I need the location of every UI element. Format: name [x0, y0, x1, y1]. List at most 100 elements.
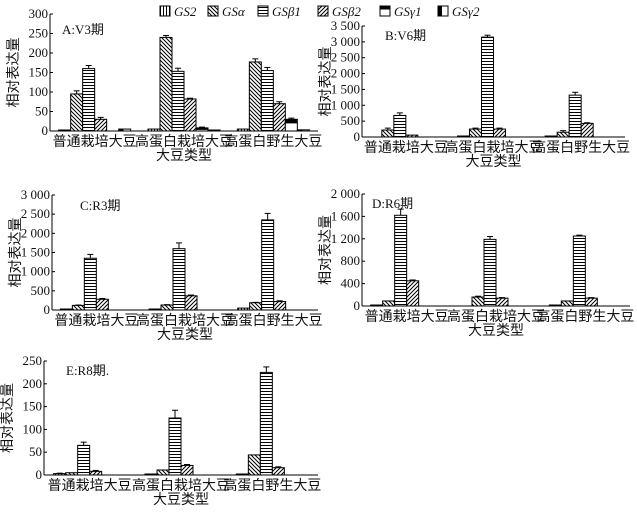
- y-tick-label: 100: [23, 421, 43, 436]
- x-tick-label: 高蛋白栽培大豆: [132, 477, 230, 494]
- bar: [118, 128, 132, 132]
- bar: [89, 469, 103, 476]
- legend-item: GSγ2: [437, 4, 480, 19]
- legend-label: GSβ2: [332, 4, 361, 19]
- bar: [171, 67, 185, 132]
- bar: [406, 279, 420, 307]
- bar: [94, 116, 108, 132]
- y-tick-label: 1 000: [331, 97, 360, 112]
- y-tick-label: 1 500: [21, 245, 50, 260]
- y-tick-label: 1 200: [331, 231, 360, 246]
- legend-swatch: [317, 5, 329, 17]
- y-tick-label: 2 000: [331, 186, 360, 201]
- y-tick-label: 2 000: [21, 225, 50, 240]
- bar: [381, 127, 395, 138]
- y-tick-label: 3 500: [331, 18, 360, 33]
- y-tick-label: 2 500: [21, 206, 50, 221]
- bar: [59, 308, 73, 311]
- bar: [184, 294, 198, 311]
- y-tick-label: 2 000: [331, 66, 360, 81]
- bar: [471, 295, 485, 307]
- y-tick-label: 0: [42, 123, 49, 138]
- y-tick-label: 800: [341, 253, 361, 268]
- bar: [168, 409, 182, 476]
- bar: [144, 473, 158, 476]
- legend-label: GSβ1: [272, 4, 301, 19]
- bar: [65, 472, 79, 476]
- bar: [548, 304, 562, 307]
- bar: [77, 441, 91, 476]
- bar: [261, 212, 275, 311]
- y-tick-label: 500: [341, 113, 361, 128]
- bar: [495, 297, 509, 307]
- y-axis-label: 相对表达量: [318, 215, 334, 285]
- bar: [249, 301, 263, 311]
- legend-item: GSβ2: [317, 4, 361, 19]
- bar: [394, 208, 408, 307]
- y-tick-label: 0: [36, 467, 43, 482]
- panel-title: D:R6期: [372, 196, 413, 211]
- y-tick-label: 1 000: [21, 264, 50, 279]
- bar: [560, 300, 574, 307]
- bar: [82, 64, 96, 132]
- y-tick-label: 3 000: [21, 187, 50, 202]
- y-axis-label: 相对表达量: [8, 218, 24, 288]
- legend-item: GSγ1: [379, 4, 422, 19]
- bar: [382, 300, 396, 307]
- x-tick-label: 高蛋白栽培大豆: [447, 308, 545, 325]
- legend-label: GSα: [222, 4, 246, 19]
- x-tick-label: 普通栽培大豆: [54, 313, 138, 329]
- bar: [159, 34, 173, 132]
- bar: [148, 308, 162, 311]
- x-axis-label: 大豆类型: [157, 327, 213, 343]
- bar: [235, 473, 249, 476]
- bar: [260, 66, 274, 132]
- legend-swatch: [437, 5, 449, 17]
- x-axis-label: 大豆类型: [153, 492, 209, 508]
- y-axis-label: 相对表达量: [0, 383, 16, 453]
- bar: [83, 253, 97, 311]
- y-tick-label: 50: [29, 444, 42, 459]
- y-tick-label: 300: [29, 6, 49, 21]
- bar: [457, 135, 470, 138]
- panel-title: C:R3期: [80, 198, 120, 213]
- legend-item: GSβ1: [257, 4, 301, 19]
- bar: [493, 127, 506, 138]
- bar: [236, 128, 250, 132]
- bar: [70, 90, 84, 132]
- bar: [248, 58, 262, 132]
- bar: [296, 129, 310, 132]
- y-tick-label: 200: [23, 376, 43, 391]
- bar: [580, 122, 594, 138]
- panel-title: B:V6期: [385, 28, 426, 43]
- y-tick-label: 1 600: [331, 208, 360, 223]
- x-tick-label: 普通栽培大豆: [364, 140, 448, 156]
- bar: [284, 117, 298, 132]
- bar: [568, 91, 582, 138]
- x-axis-label: 大豆类型: [466, 154, 522, 170]
- x-tick-label: 高蛋白栽培大豆: [445, 139, 543, 156]
- bar: [405, 134, 419, 138]
- bar: [195, 126, 209, 132]
- bar: [147, 128, 161, 132]
- x-tick-label: 普通栽培大豆: [48, 478, 132, 494]
- bar: [273, 300, 287, 311]
- chart-panel: 050100150200250300A:V3期相对表达量大豆类型普通栽培大豆高蛋…: [6, 6, 322, 164]
- bar: [53, 472, 67, 476]
- x-tick-label: 高蛋白栽培大豆: [135, 133, 233, 150]
- x-tick-label: 高蛋白野生大豆: [224, 133, 322, 150]
- x-tick-label: 高蛋白野生大豆: [225, 312, 323, 329]
- y-tick-label: 400: [341, 276, 361, 291]
- y-tick-label: 200: [29, 45, 49, 60]
- bar: [237, 307, 251, 311]
- bar: [556, 130, 570, 138]
- x-tick-label: 普通栽培大豆: [365, 309, 449, 325]
- bar: [272, 101, 286, 132]
- y-tick-label: 3 000: [331, 34, 360, 49]
- y-tick-label: 150: [23, 399, 43, 414]
- legend-swatch: [379, 5, 391, 17]
- legend-label: GSγ2: [452, 4, 480, 19]
- bar: [95, 298, 109, 311]
- bar: [58, 129, 72, 132]
